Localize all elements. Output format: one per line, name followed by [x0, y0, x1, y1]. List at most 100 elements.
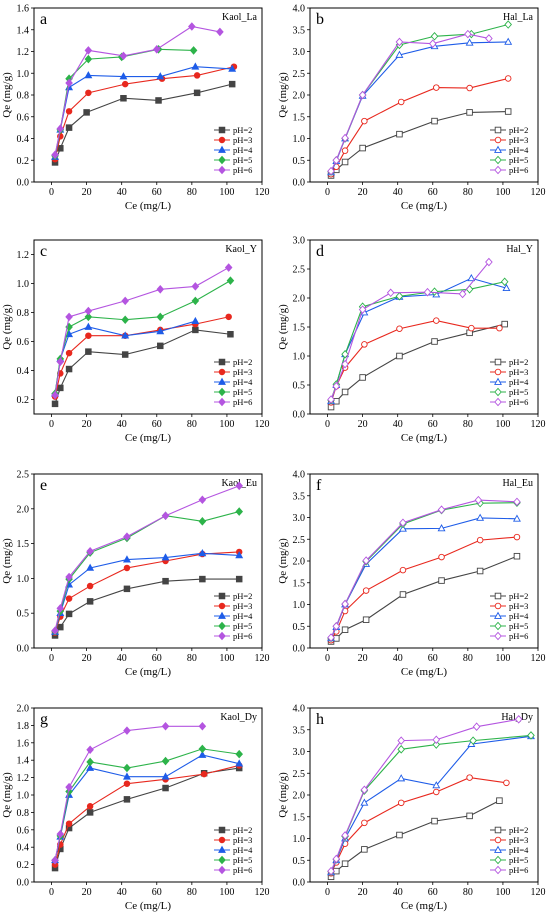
- legend-marker: [494, 621, 502, 631]
- x-tick-label: 0: [49, 653, 54, 664]
- y-tick-label: 2.5: [293, 69, 306, 80]
- legend-label: pH=6: [233, 397, 252, 407]
- x-tick-label: 20: [358, 187, 368, 198]
- data-point: [361, 819, 368, 827]
- data-point: [341, 599, 349, 609]
- data-point: [464, 29, 472, 39]
- x-tick-label: 40: [117, 653, 127, 664]
- y-tick-label: 3.0: [293, 747, 306, 758]
- y-tick-label: 0.5: [17, 609, 30, 620]
- data-point: [216, 27, 224, 37]
- data-point: [430, 287, 439, 296]
- x-tick-label: 0: [325, 419, 330, 430]
- x-tick-label: 60: [428, 187, 438, 198]
- legend-marker: [494, 377, 502, 385]
- y-tick-label: 2.0: [293, 294, 306, 305]
- y-tick-label: 1.0: [293, 600, 306, 611]
- data-point: [395, 37, 404, 47]
- legend-marker: [494, 602, 502, 610]
- panel-letter: g: [40, 711, 48, 728]
- x-tick-label: 40: [117, 187, 127, 198]
- legend-marker: [218, 155, 226, 165]
- data-point: [86, 803, 94, 810]
- data-point: [433, 788, 440, 796]
- legend-label: pH=5: [233, 621, 252, 631]
- data-point: [86, 546, 94, 556]
- series-pH=5: [327, 20, 512, 176]
- data-point: [84, 46, 93, 55]
- x-axis-label: Ce (mg/L): [125, 666, 171, 678]
- series-pH=3: [51, 762, 243, 868]
- legend-marker: [218, 826, 226, 834]
- data-point: [399, 591, 407, 598]
- y-tick-label: 0.5: [293, 381, 306, 392]
- y-tick-label: 1.5: [293, 112, 306, 123]
- y-tick-label: 0.4: [17, 134, 30, 145]
- panel-b: 0 20 40 60 80 100 120 0.0 0.5 1.0 1.5 2.0 2.5 3.0 3.5 4…: [277, 4, 546, 213]
- legend-label: pH=3: [509, 367, 528, 377]
- data-point: [86, 582, 94, 590]
- y-tick-label: 1.4: [17, 25, 30, 36]
- series-line: [54, 66, 233, 158]
- x-axis-label: Ce (mg/L): [125, 900, 171, 912]
- data-point: [397, 98, 405, 106]
- legend-label: pH=5: [509, 155, 528, 165]
- panel-g: 0 20 40 60 80 100 120 0.0 0.2 0.4 0.6 0.8 1.0 1.2 1.4 1…: [1, 704, 270, 913]
- data-point: [161, 721, 170, 731]
- data-point: [397, 774, 406, 782]
- series-pH=6: [51, 22, 224, 160]
- data-point: [437, 505, 446, 514]
- x-tick-label: 0: [325, 653, 330, 664]
- data-point: [156, 312, 165, 322]
- x-tick-label: 0: [49, 419, 54, 430]
- data-point: [161, 511, 170, 521]
- data-point: [199, 575, 206, 583]
- series-line: [54, 551, 240, 633]
- y-tick-label: 0.8: [17, 308, 30, 319]
- legend-marker: [494, 145, 502, 153]
- data-point: [341, 147, 349, 154]
- data-point: [85, 89, 92, 97]
- legend-label: pH=5: [233, 155, 252, 165]
- legend-marker: [218, 145, 226, 153]
- data-point: [122, 555, 131, 563]
- data-point: [395, 50, 404, 58]
- x-tick-label: 20: [82, 653, 92, 664]
- x-tick-label: 20: [358, 653, 368, 664]
- x-axis-label: Ce (mg/L): [401, 200, 447, 212]
- legend-marker: [218, 836, 226, 844]
- data-point: [423, 287, 432, 297]
- y-axis-label: Qe (mg/g): [1, 304, 13, 350]
- legend-marker: [218, 368, 226, 376]
- data-point: [527, 731, 535, 740]
- data-point: [123, 796, 131, 803]
- series-pH=5: [51, 45, 198, 161]
- data-point: [513, 497, 521, 507]
- legend-marker: [494, 631, 502, 641]
- data-point: [465, 38, 474, 46]
- data-point: [327, 166, 335, 176]
- data-point: [86, 563, 95, 571]
- x-tick-label: 60: [152, 419, 162, 430]
- legend-marker: [494, 155, 502, 165]
- legend-marker: [494, 165, 502, 175]
- legend-marker: [218, 136, 226, 144]
- legend-marker: [494, 126, 502, 134]
- data-point: [476, 513, 485, 521]
- data-point: [433, 84, 440, 91]
- series-pH=5: [51, 744, 244, 865]
- y-tick-label: 2.5: [17, 470, 30, 481]
- legend-marker: [218, 855, 226, 865]
- x-tick-label: 100: [219, 419, 234, 430]
- legend-label: pH=2: [509, 357, 528, 367]
- legend-marker: [218, 592, 226, 600]
- legend-label: pH=3: [233, 135, 252, 145]
- data-point: [428, 39, 437, 48]
- data-point: [198, 750, 207, 758]
- data-point: [193, 72, 201, 79]
- series-pH=4: [51, 62, 237, 160]
- data-point: [162, 577, 169, 585]
- series-line: [54, 511, 240, 632]
- data-point: [512, 514, 521, 522]
- series-line: [54, 485, 240, 631]
